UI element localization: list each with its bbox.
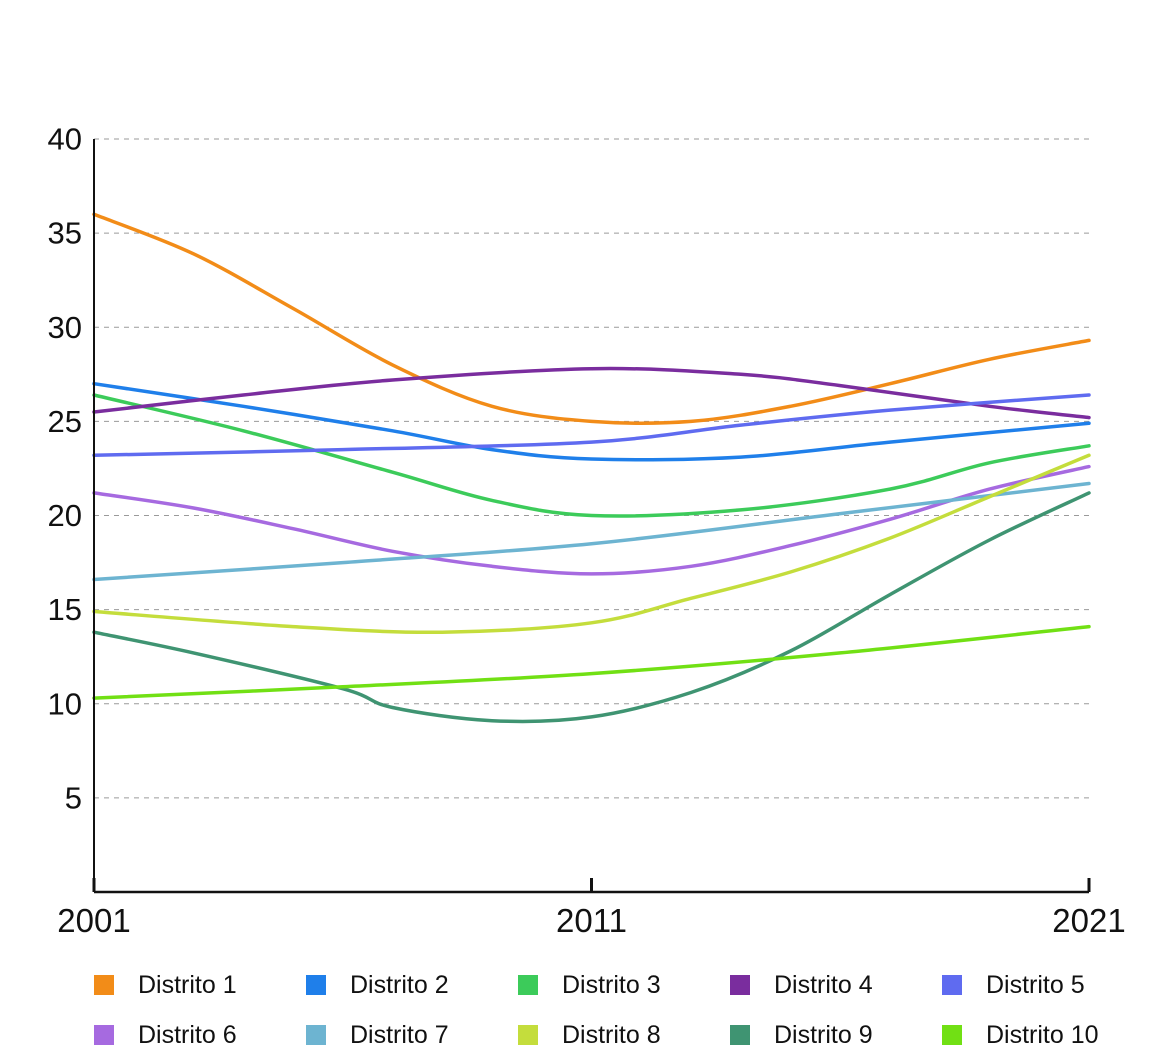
legend-swatch-distrito-6 — [94, 1025, 114, 1045]
y-tick-label-30: 30 — [48, 310, 82, 345]
legend-swatch-distrito-1 — [94, 975, 114, 995]
series-line-distrito-2 — [92, 381, 1091, 462]
y-tick-label-15: 15 — [48, 592, 82, 627]
legend-item-distrito-6: Distrito 6 — [94, 1021, 237, 1049]
legend: Distrito 1 Distrito 2 Distrito 3 Distrito 4… — [94, 971, 1099, 1049]
legend-label-distrito-4: Distrito 4 — [774, 971, 873, 999]
gridlines — [94, 138, 1089, 799]
legend-label-distrito-8: Distrito 8 — [562, 1021, 661, 1049]
legend-label-distrito-2: Distrito 2 — [350, 971, 449, 999]
y-tick-label-20: 20 — [48, 498, 82, 533]
series-line-distrito-7 — [92, 481, 1091, 582]
legend-item-distrito-4: Distrito 4 — [730, 971, 873, 999]
series-line-distrito-4 — [92, 366, 1091, 420]
legend-item-distrito-3: Distrito 3 — [518, 971, 661, 999]
x-tick-label-2021: 2021 — [1052, 902, 1125, 939]
legend-label-distrito-7: Distrito 7 — [350, 1021, 449, 1049]
legend-swatch-distrito-3 — [518, 975, 538, 995]
legend-item-distrito-7: Distrito 7 — [306, 1021, 449, 1049]
legend-label-distrito-10: Distrito 10 — [986, 1021, 1099, 1049]
legend-swatch-distrito-5 — [942, 975, 962, 995]
series-line-distrito-5 — [92, 393, 1091, 458]
legend-swatch-distrito-10 — [942, 1025, 962, 1045]
legend-item-distrito-5: Distrito 5 — [942, 971, 1085, 999]
series-line-distrito-1 — [92, 212, 1091, 426]
legend-swatch-distrito-7 — [306, 1025, 326, 1045]
legend-item-distrito-8: Distrito 8 — [518, 1021, 661, 1049]
y-tick-label-10: 10 — [48, 686, 82, 721]
legend-item-distrito-2: Distrito 2 — [306, 971, 449, 999]
x-tick-label-2011: 2011 — [556, 902, 627, 939]
series-lines — [92, 212, 1091, 724]
legend-label-distrito-1: Distrito 1 — [138, 971, 237, 999]
legend-swatch-distrito-9 — [730, 1025, 750, 1045]
y-tick-label-5: 5 — [65, 780, 82, 815]
legend-swatch-distrito-8 — [518, 1025, 538, 1045]
y-axis-ticks: 5 10 15 20 25 30 35 40 — [48, 122, 82, 816]
x-axis-ticks: 2001 2011 2021 — [57, 878, 1126, 939]
series-line-distrito-3 — [92, 393, 1091, 518]
y-tick-label-40: 40 — [48, 122, 82, 157]
legend-label-distrito-5: Distrito 5 — [986, 971, 1085, 999]
legend-swatch-distrito-2 — [306, 975, 326, 995]
series-line-distrito-10 — [92, 624, 1091, 700]
series-line-distrito-9 — [92, 491, 1091, 724]
legend-label-distrito-9: Distrito 9 — [774, 1021, 873, 1049]
y-tick-label-35: 35 — [48, 216, 82, 251]
y-tick-label-25: 25 — [48, 404, 82, 439]
x-tick-label-2001: 2001 — [57, 902, 130, 939]
legend-swatch-distrito-4 — [730, 975, 750, 995]
series-line-distrito-6 — [92, 464, 1091, 576]
legend-item-distrito-10: Distrito 10 — [942, 1021, 1099, 1049]
legend-label-distrito-3: Distrito 3 — [562, 971, 661, 999]
legend-item-distrito-1: Distrito 1 — [94, 971, 237, 999]
legend-label-distrito-6: Distrito 6 — [138, 1021, 237, 1049]
legend-item-distrito-9: Distrito 9 — [730, 1021, 873, 1049]
series-line-distrito-8 — [92, 453, 1091, 635]
